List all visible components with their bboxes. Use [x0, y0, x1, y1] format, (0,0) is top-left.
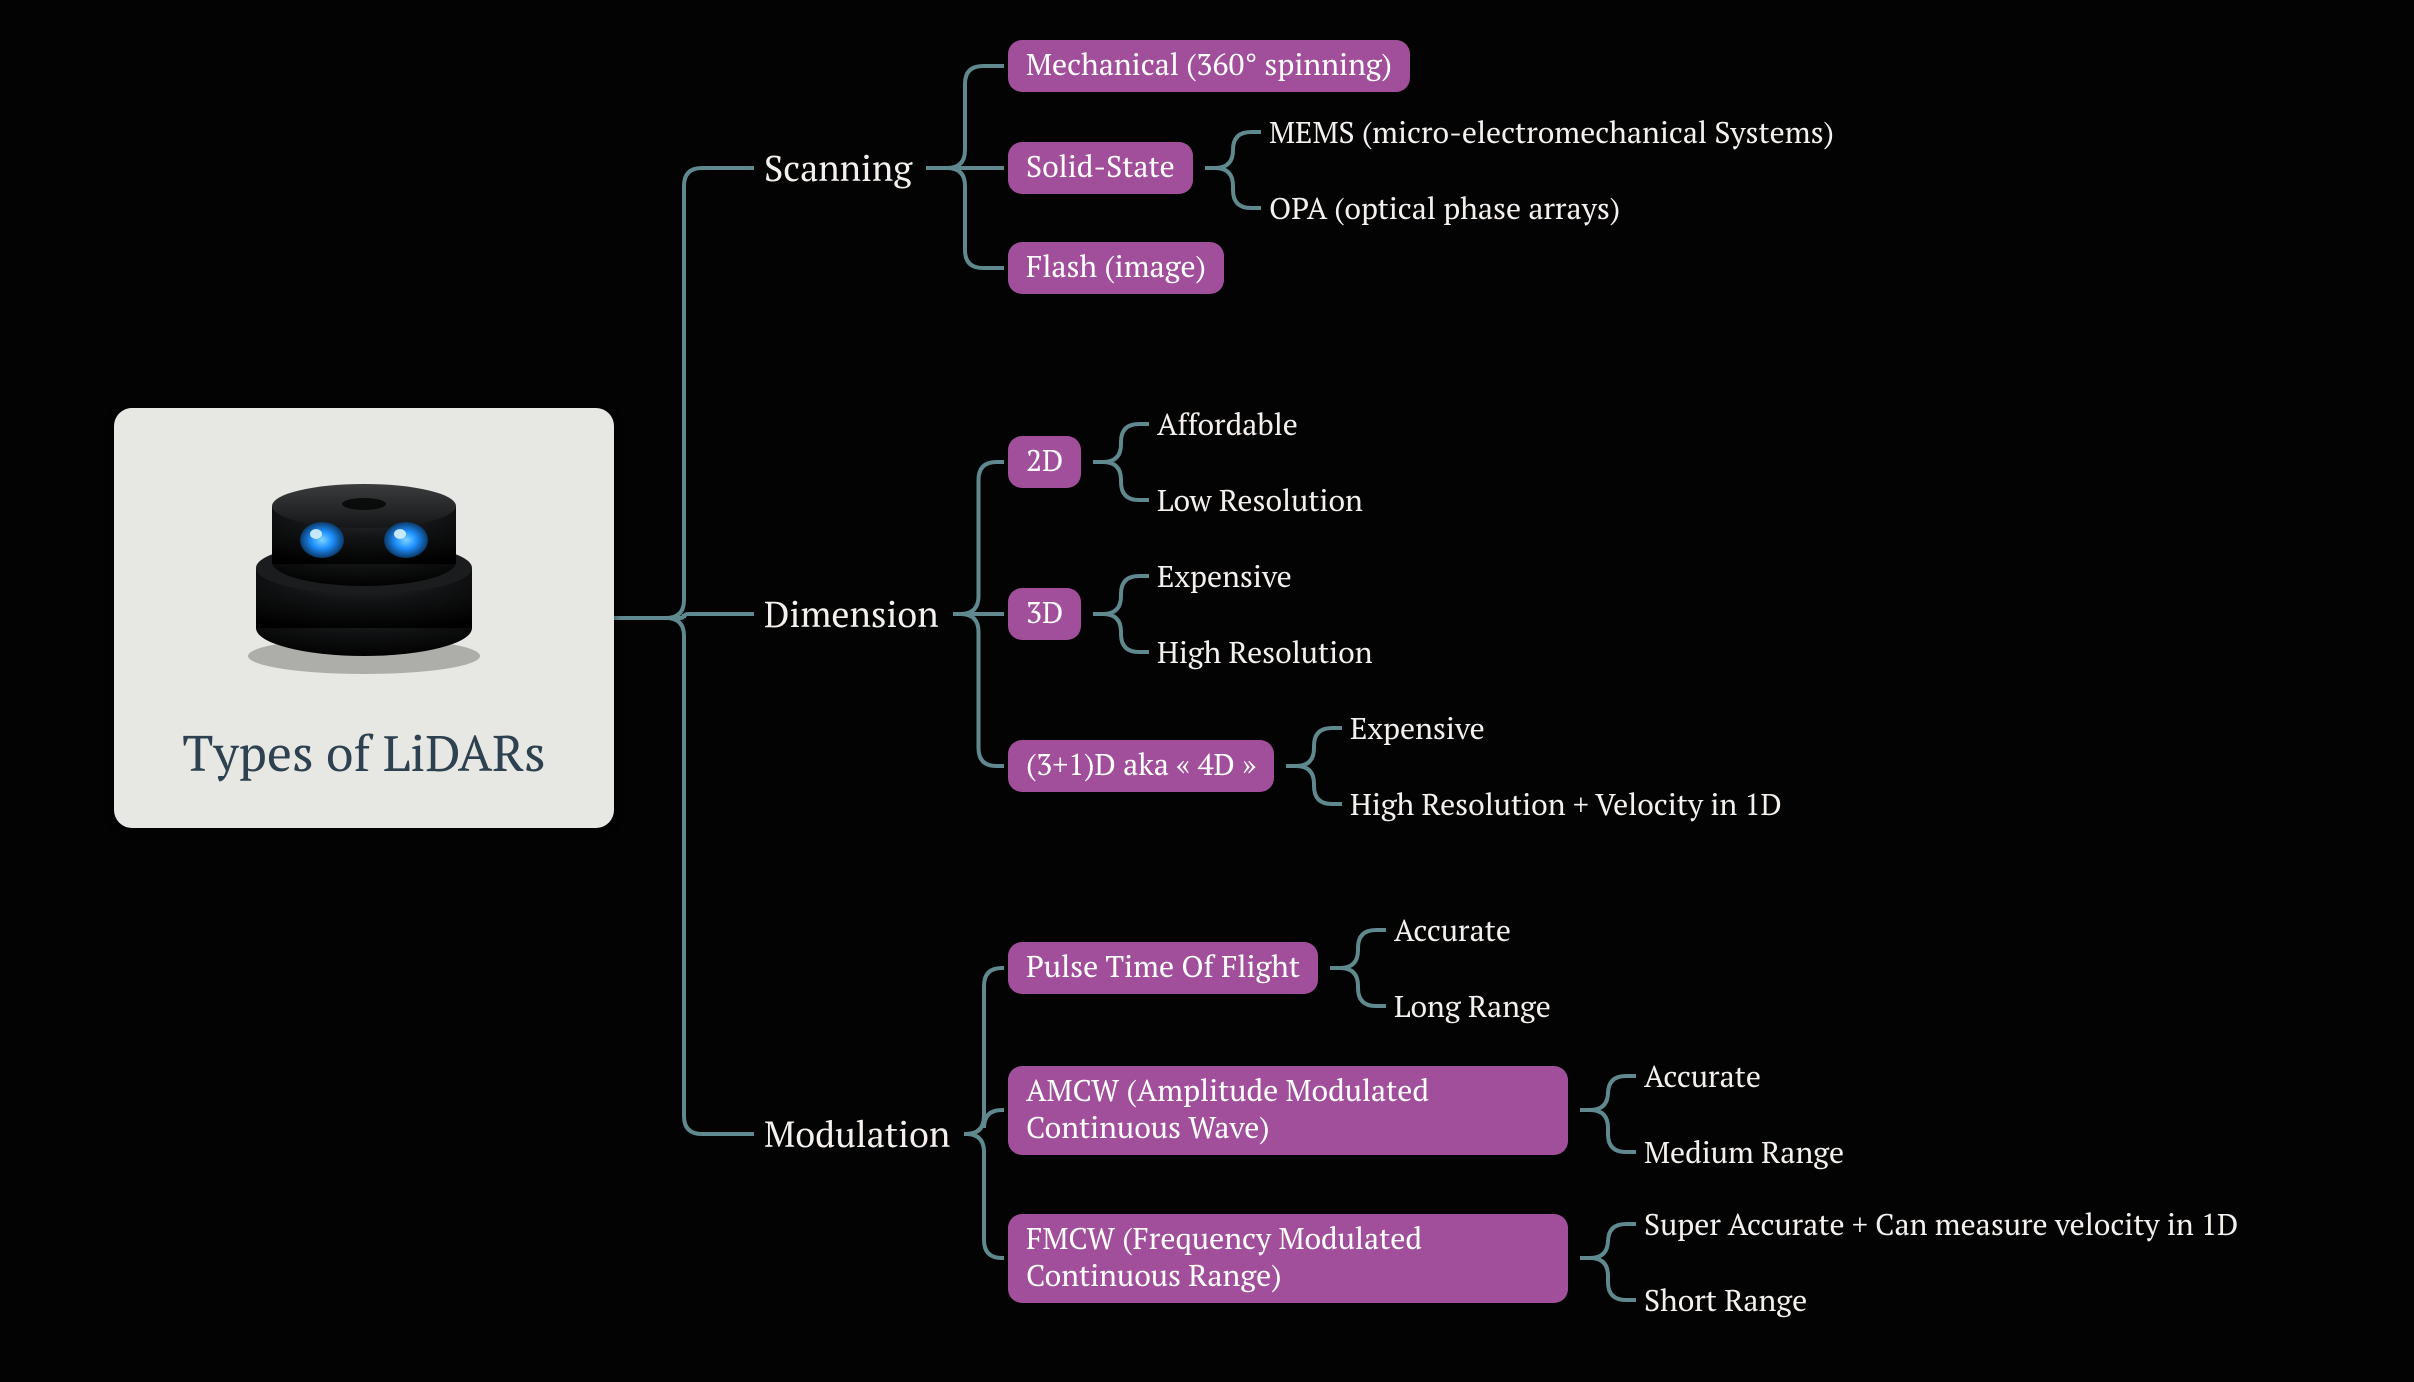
root-card: Types of LiDARs — [114, 408, 614, 828]
leaf-label: Super Accurate + Can measure velocity in… — [1644, 1204, 2238, 1244]
leaf-label: Expensive — [1157, 556, 1292, 596]
leaf-label: High Resolution — [1157, 632, 1373, 672]
leaf-label: High Resolution + Velocity in 1D — [1350, 784, 1782, 824]
subcategory-pill: Mechanical (360° spinning) — [1008, 40, 1410, 92]
leaf-label: Long Range — [1394, 986, 1551, 1026]
subcategory-pill: Solid-State — [1008, 142, 1193, 194]
leaf-label: Low Resolution — [1157, 480, 1363, 520]
subcategory-pill: AMCW (Amplitude Modulated Continuous Wav… — [1008, 1066, 1568, 1155]
subcategory-pill: (3+1)D aka « 4D » — [1008, 740, 1274, 792]
subcategory-pill: 3D — [1008, 588, 1081, 640]
leaf-label: Accurate — [1394, 910, 1511, 950]
leaf-label: Accurate — [1644, 1056, 1761, 1096]
root-title: Types of LiDARs — [114, 720, 614, 786]
subcategory-pill: 2D — [1008, 436, 1081, 488]
lidar-icon — [234, 448, 494, 683]
leaf-label: Medium Range — [1644, 1132, 1844, 1172]
leaf-label: Expensive — [1350, 708, 1485, 748]
category-label: Modulation — [764, 1111, 950, 1158]
category-label: Dimension — [764, 591, 939, 638]
leaf-label: Affordable — [1157, 404, 1298, 444]
leaf-label: OPA (optical phase arrays) — [1269, 188, 1620, 228]
leaf-label: Short Range — [1644, 1280, 1807, 1320]
subcategory-pill: Pulse Time Of Flight — [1008, 942, 1318, 994]
subcategory-pill: FMCW (Frequency Modulated Continuous Ran… — [1008, 1214, 1568, 1303]
subcategory-pill: Flash (image) — [1008, 242, 1224, 294]
leaf-label: MEMS (micro-electromechanical Systems) — [1269, 112, 1834, 152]
category-label: Scanning — [764, 145, 912, 192]
mindmap-canvas: Types of LiDARs Scanning Dimension Modulati… — [0, 0, 2414, 1382]
